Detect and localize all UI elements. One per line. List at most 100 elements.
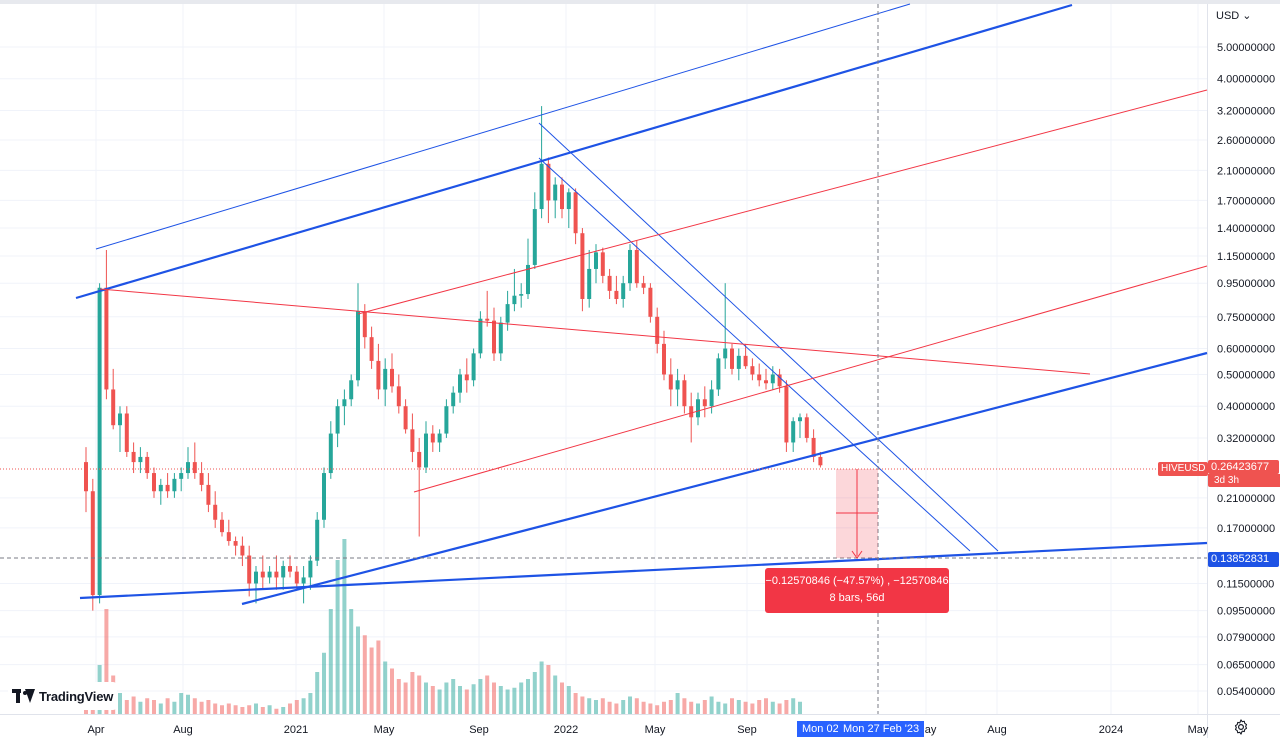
volume-histogram — [84, 539, 802, 714]
candle-body — [308, 560, 313, 578]
volume-bar — [247, 705, 252, 714]
candle-body — [798, 417, 802, 422]
volume-bar — [362, 635, 367, 714]
volume-bar — [594, 700, 598, 714]
candle-body — [512, 295, 517, 305]
candle-body — [804, 417, 809, 438]
candle-body — [396, 386, 401, 407]
candle-body — [335, 406, 340, 434]
candle-body — [383, 368, 388, 390]
candle-body — [403, 406, 408, 430]
volume-bar — [104, 609, 109, 714]
currency-selector[interactable]: USD ⌄ — [1216, 9, 1252, 22]
candle-body — [526, 264, 530, 295]
candle-body — [369, 337, 374, 361]
candle-body — [648, 287, 653, 317]
candle-body — [124, 413, 129, 452]
volume-bar — [192, 698, 197, 714]
volume-bar — [322, 652, 326, 714]
volume-bar — [260, 707, 265, 714]
candle-body — [539, 163, 544, 210]
volume-bar — [226, 703, 231, 714]
volume-bar — [628, 696, 632, 714]
volume-bar — [254, 703, 258, 714]
candle-body — [709, 389, 714, 407]
red-resistance-line — [99, 288, 1091, 375]
price-tick-label: 0.05400000 — [1217, 686, 1275, 698]
candle-body — [519, 294, 524, 296]
candle-body — [145, 456, 150, 474]
volume-bar — [757, 700, 762, 714]
tradingview-logo[interactable]: TradingView — [8, 682, 118, 710]
candle-body — [614, 290, 619, 300]
candle-body — [600, 252, 605, 276]
volume-bar — [723, 703, 728, 714]
volume-bar — [172, 701, 177, 714]
time-tick-label: Apr — [87, 724, 104, 736]
candle-body — [349, 380, 354, 400]
candle-body — [356, 311, 360, 381]
date-range-end-label: Mon 27 Feb '23 — [838, 721, 925, 737]
chevron-down-icon: ⌄ — [1242, 10, 1252, 22]
candle-body — [417, 451, 422, 468]
price-tick-label: 1.15000000 — [1217, 251, 1275, 263]
time-tick-label: 2022 — [554, 724, 578, 736]
candle-body — [682, 380, 687, 407]
volume-bar — [233, 705, 238, 714]
volume-bar — [512, 687, 517, 714]
volume-bar — [526, 679, 530, 714]
volume-bar — [131, 696, 136, 714]
volume-bar — [424, 682, 428, 714]
candle-body — [505, 304, 510, 323]
tradingview-mark-icon — [12, 689, 35, 703]
price-tick-label: 0.07900000 — [1217, 632, 1275, 644]
drawing-layer — [0, 3, 1208, 714]
volume-bar — [390, 668, 394, 714]
gear-icon[interactable] — [1232, 718, 1250, 736]
volume-bar — [335, 560, 340, 714]
candle-body — [498, 322, 503, 354]
volume-bar — [138, 701, 143, 714]
candle-body — [260, 571, 265, 578]
volume-bar — [546, 665, 551, 714]
candle-body — [451, 392, 456, 407]
candle-body — [573, 192, 578, 234]
candle-body — [328, 433, 333, 474]
date-range-start-label: Mon 02 — [797, 721, 844, 737]
volume-bar — [369, 647, 374, 714]
volume-bar — [308, 693, 313, 714]
candle-body — [478, 318, 483, 354]
candle-body — [662, 343, 666, 375]
volume-bar — [655, 705, 660, 714]
volume-bar — [716, 701, 721, 714]
volume-bar — [696, 703, 700, 714]
volume-bar — [444, 682, 449, 714]
volume-bar — [186, 694, 190, 714]
candle-body — [675, 380, 680, 390]
candle-body — [213, 504, 218, 520]
candle-body — [770, 374, 775, 384]
candle-body — [777, 374, 782, 387]
candle-body — [206, 484, 211, 505]
candle-body — [471, 353, 476, 381]
volume-bar — [668, 700, 673, 714]
time-tick-label: Aug — [987, 724, 1007, 736]
volume-bar — [777, 703, 782, 714]
measurement-duration: 8 bars, 56d — [829, 592, 885, 604]
volume-bar — [505, 689, 510, 714]
volume-bar — [240, 707, 245, 714]
volume-bar — [587, 698, 592, 714]
volume-bar — [158, 703, 163, 714]
price-tick-label: 0.21000000 — [1217, 493, 1275, 505]
rising-support-line — [241, 351, 1208, 606]
price-tick-label: 0.75000000 — [1217, 312, 1275, 324]
candle-body — [702, 399, 707, 407]
volume-bar — [689, 701, 694, 714]
candle-body — [757, 374, 762, 381]
time-tick-label: May — [1188, 724, 1209, 736]
volume-bar — [553, 675, 558, 714]
candle-body — [750, 366, 755, 375]
candle-body — [696, 399, 700, 418]
candle-body — [634, 249, 639, 284]
